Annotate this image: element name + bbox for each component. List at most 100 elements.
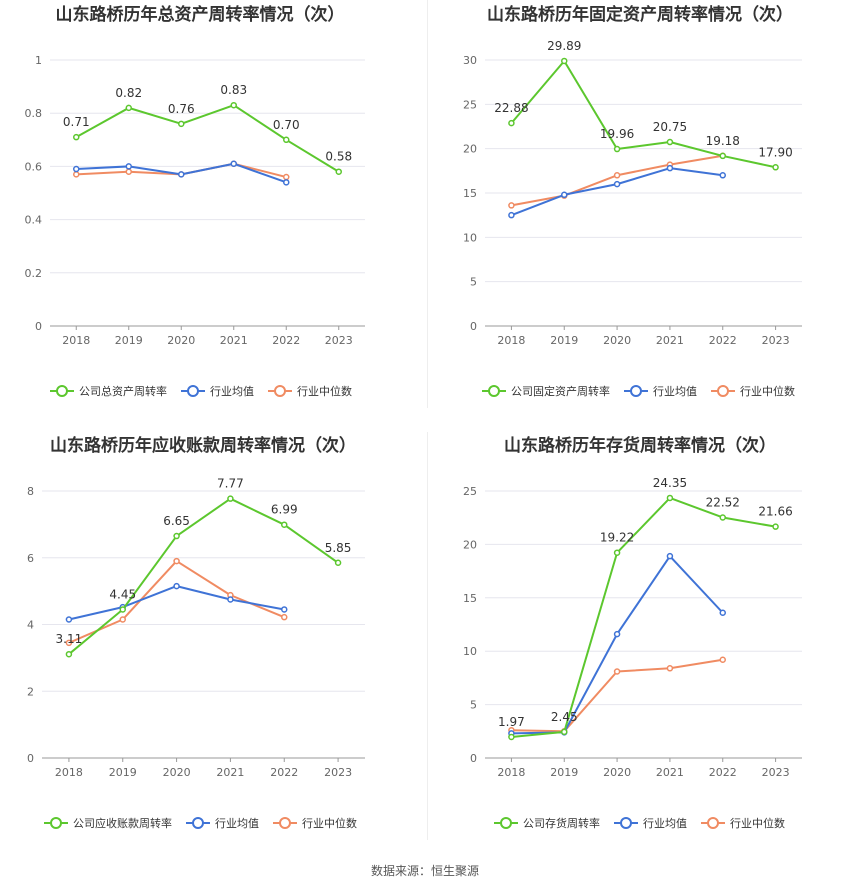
y-tick-label: 10 [463,231,477,244]
x-tick-label: 2019 [115,334,143,347]
data-point [335,168,342,175]
chart-4: 山东路桥历年存货周转率情况（次） 0 5 10 15 20 25 2018 2019 2020 20… [463,435,802,830]
y-tick-label: 4 [27,619,34,632]
chart-2: 山东路桥历年固定资产周转率情况（次） 0 5 10 15 20 25 30 2018 2019 20… [463,4,802,398]
data-point [613,668,621,675]
data-point [65,616,73,623]
x-tick-label: 2021 [656,334,684,347]
y-tick-label: 20 [463,143,477,156]
data-point [281,521,288,528]
series-line [511,154,723,207]
series-line [68,560,285,644]
legend-swatch-marker [488,385,500,397]
chart-1: 山东路桥历年总资产周转率情况（次） 0 0.2 0.4 0.6 0.8 1 2018 2019 2… [25,4,365,398]
legend-swatch-marker [620,817,632,829]
data-point [178,171,185,178]
data-label: 6.99 [271,503,298,517]
data-label: 29.89 [547,39,581,53]
x-tick-label: 2020 [163,766,191,779]
data-label: 1.97 [498,715,525,729]
x-tick-label: 2019 [550,766,578,779]
data-point [227,596,234,603]
y-tick-label: 25 [463,485,477,498]
x-tick-label: 2018 [497,334,525,347]
y-tick-label: 0 [35,320,42,333]
legend-label: 行业中位数 [297,384,352,398]
data-point [561,728,568,736]
data-point [719,514,726,521]
data-label: 0.58 [325,150,352,164]
data-point [666,138,674,146]
x-tick-label: 2019 [109,766,137,779]
data-point [613,630,621,638]
x-tick-label: 2020 [603,334,631,347]
data-point [666,665,674,672]
x-tick-label: 2021 [216,766,244,779]
legend-swatch-marker [192,817,204,829]
vertical-divider-bottom [427,432,428,840]
chart-title: 山东路桥历年固定资产周转率情况（次） [487,4,793,25]
chart-title: 山东路桥历年总资产周转率情况（次） [56,4,345,25]
legend-swatch-marker [187,385,199,397]
data-point [508,119,515,127]
data-label: 19.22 [600,531,634,545]
data-label: 24.35 [653,476,687,490]
data-point [119,606,126,613]
x-tick-label: 2022 [270,766,298,779]
legend-label: 公司总资产周转率 [79,384,167,398]
vertical-divider-top [427,0,428,408]
series-line [75,104,340,173]
data-point [613,172,621,179]
data-point [73,165,80,173]
y-tick-label: 1 [35,54,42,67]
x-tick-label: 2022 [709,334,737,347]
data-point [173,582,180,590]
data-label: 3.11 [56,632,83,646]
series-line [510,59,776,169]
data-point [73,133,80,141]
y-tick-label: 0.8 [25,107,43,120]
y-tick-label: 2 [27,685,34,698]
data-label: 20.75 [653,120,687,134]
source-note: 数据来源：恒生聚源 [370,864,479,878]
data-point [508,202,515,209]
data-point [561,57,568,65]
x-tick-label: 2021 [656,766,684,779]
series-line [68,497,339,655]
legend-label: 行业中位数 [302,816,357,830]
data-point [719,609,726,617]
y-tick-label: 5 [470,276,477,289]
y-tick-label: 10 [463,645,477,658]
legend-label: 行业均值 [210,385,254,398]
chart-3: 山东路桥历年应收账款周转率情况（次） 0 2 4 6 8 2018 2019 2020 2021 2… [27,435,365,830]
data-point [719,172,726,179]
data-label: 0.76 [168,102,195,116]
data-point [65,639,73,647]
data-point [173,557,180,565]
data-point [666,494,674,502]
y-tick-label: 8 [27,485,34,498]
series-line [511,555,724,735]
chart-title: 山东路桥历年应收账款周转率情况（次） [50,435,356,456]
x-tick-label: 2022 [709,766,737,779]
data-point [173,532,180,540]
data-label: 19.96 [600,127,634,141]
y-tick-label: 0.6 [25,160,43,173]
data-point [65,650,73,658]
legend-label: 公司应收账款周转率 [73,816,172,830]
data-label: 21.66 [758,505,792,519]
data-label: 0.83 [220,83,247,97]
x-tick-label: 2020 [603,766,631,779]
data-point [125,104,132,112]
data-label: 19.18 [706,134,740,148]
legend-swatch-marker [50,817,62,829]
y-tick-label: 0.4 [25,214,43,227]
legend-label: 公司存货周转率 [523,816,600,830]
data-point [119,616,126,623]
legend-label: 公司固定资产周转率 [511,384,610,398]
legend-swatch-marker [717,385,729,397]
data-point [561,191,568,199]
data-label: 2.45 [551,710,578,724]
x-tick-label: 2023 [324,766,352,779]
